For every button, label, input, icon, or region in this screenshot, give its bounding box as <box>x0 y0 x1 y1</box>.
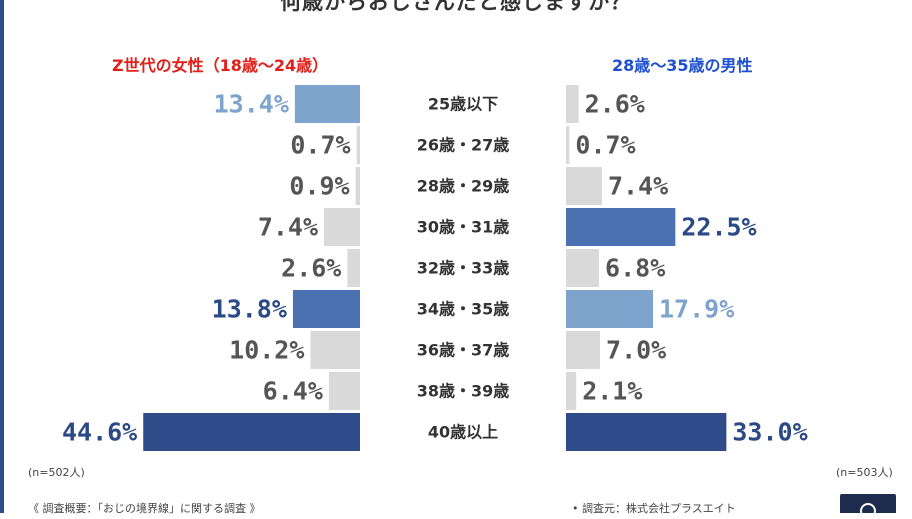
right-value-label: 7.4% <box>608 172 668 201</box>
right-value-label: 6.8% <box>605 254 665 283</box>
chart-title: 何歳からおじさんだと感じますか？ <box>280 0 632 14</box>
right-bar <box>566 85 579 123</box>
left-bar <box>294 85 360 123</box>
left-value-label: 10.2% <box>229 336 304 365</box>
left-bar <box>143 413 360 451</box>
right-sample-size: (n=503人) <box>836 466 893 479</box>
category-label: 30歳・31歳 <box>417 218 510 237</box>
category-label: 38歳・39歳 <box>417 382 510 401</box>
left-bar <box>310 331 360 369</box>
right-bar <box>566 126 570 164</box>
left-value-label: 13.4% <box>214 90 289 119</box>
right-bar <box>566 167 602 205</box>
right-value-label: 2.1% <box>582 377 642 406</box>
left-bar <box>328 372 360 410</box>
right-bar <box>566 413 727 451</box>
left-bar <box>324 208 360 246</box>
right-value-label: 2.6% <box>585 90 645 119</box>
source-note: • 調査元：株式会社プラスエイト <box>572 502 736 515</box>
right-bar <box>566 372 577 410</box>
left-panel-title: Z世代の女性（18歳〜24歳） <box>112 56 329 75</box>
right-value-label: 22.5% <box>681 213 756 242</box>
left-value-label: 7.4% <box>258 213 318 242</box>
left-accent-bar <box>0 0 4 513</box>
left-value-label: 44.6% <box>62 418 137 447</box>
left-sample-size: (n=502人) <box>28 466 85 479</box>
category-label: 28歳・29歳 <box>417 177 510 196</box>
category-label: 25歳以下 <box>428 95 498 114</box>
right-value-label: 0.7% <box>575 131 635 160</box>
right-bar <box>566 331 601 369</box>
left-bar <box>292 290 360 328</box>
right-value-label: 7.0% <box>606 336 666 365</box>
left-value-label: 0.7% <box>290 131 350 160</box>
right-panel-title: 28歳〜35歳の男性 <box>612 56 753 75</box>
left-bar <box>355 167 360 205</box>
left-value-label: 6.4% <box>263 377 323 406</box>
category-label: 26歳・27歳 <box>417 136 510 155</box>
left-value-label: 0.9% <box>289 172 349 201</box>
category-label: 36歳・37歳 <box>417 341 510 360</box>
left-bar <box>356 126 360 164</box>
category-label: 32歳・33歳 <box>417 259 510 278</box>
brand-logo-box <box>840 494 896 519</box>
brand-logo-icon <box>860 503 876 519</box>
right-bar <box>566 249 600 287</box>
right-value-label: 17.9% <box>659 295 734 324</box>
left-bar <box>347 249 360 287</box>
category-label: 40歳以上 <box>428 423 498 442</box>
right-bar <box>566 290 653 328</box>
survey-note: 《 調査概要：「おじの境界線」に関する調査 》 <box>28 502 261 515</box>
left-value-label: 2.6% <box>281 254 341 283</box>
category-label: 34歳・35歳 <box>417 300 510 319</box>
right-value-label: 33.0% <box>732 418 807 447</box>
left-value-label: 13.8% <box>212 295 287 324</box>
right-bar <box>566 208 676 246</box>
